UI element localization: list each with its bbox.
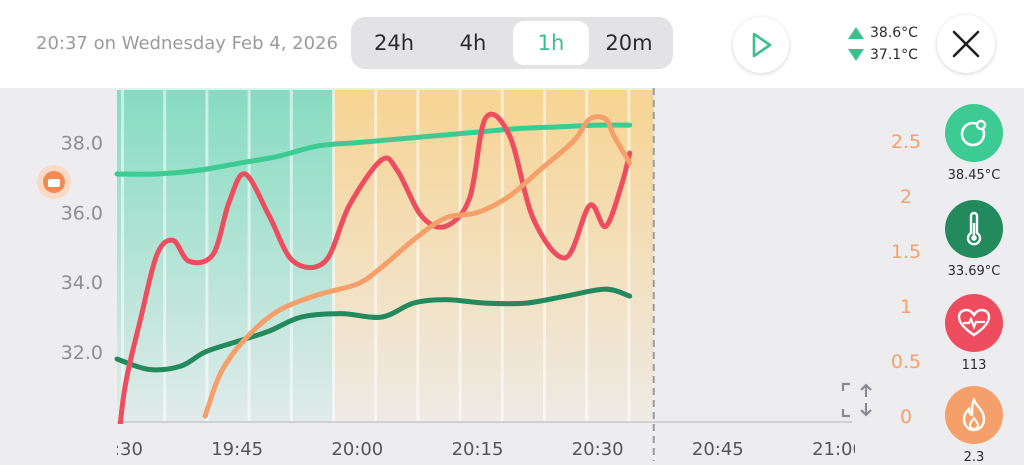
flame-icon[interactable] — [945, 386, 1003, 444]
expand-icon[interactable] — [840, 381, 876, 419]
video-camera-icon — [43, 171, 65, 193]
metric-skin-temp: 33.69°C — [944, 200, 1004, 279]
grid-stripe — [163, 90, 167, 422]
y-right-tick: 2 — [900, 186, 912, 208]
play-button[interactable] — [733, 17, 789, 73]
temperature-range: 38.6°C 37.1°C — [848, 22, 918, 66]
sleep-cycle-icon[interactable] — [945, 104, 1003, 162]
y-left-tick: 36.0 — [61, 202, 103, 224]
y-right-tick: 0.5 — [891, 351, 921, 373]
x-tick: 20:45 — [692, 439, 744, 460]
thermometer-icon[interactable] — [945, 200, 1003, 258]
x-tick: 21:00 — [812, 439, 864, 460]
video-marker-button[interactable] — [37, 165, 71, 199]
grid-stripe — [500, 90, 504, 422]
grid-stripe — [585, 90, 589, 422]
range-tab-24h[interactable]: 24h — [373, 31, 415, 55]
y-left-tick: 38.0 — [61, 133, 103, 155]
heart-rate-icon[interactable] — [945, 294, 1003, 352]
grid-stripe — [247, 90, 251, 422]
series-line-3 — [202, 114, 633, 419]
time-series-chart: 32.0 34.0 36.0 38.0 0 0.5 1 1.5 2 2.5 19:30 19:45… — [61, 88, 921, 461]
x-tick: 19:45 — [211, 439, 263, 460]
close-button[interactable] — [937, 15, 995, 73]
metric-value: 2.3 — [963, 450, 985, 465]
grid-stripe — [121, 90, 124, 422]
arrow-up-icon — [848, 27, 864, 39]
play-icon — [752, 32, 772, 58]
grid-stripe — [374, 90, 378, 422]
x-tick: 20:00 — [331, 439, 383, 460]
metric-value: 113 — [961, 358, 987, 373]
zone-sleep — [117, 90, 334, 422]
temp-low: 37.1°C — [870, 47, 918, 63]
metric-sleep-cycle: 38.45°C — [944, 104, 1004, 183]
range-tab-4h[interactable]: 4h — [459, 31, 487, 55]
metric-heart-rate: 113 — [944, 294, 1004, 373]
close-icon — [952, 30, 980, 58]
grid-stripe — [543, 90, 546, 422]
grid-stripe — [458, 90, 462, 422]
time-range-selector: 24h 4h 1h 20m — [351, 17, 673, 69]
grid-stripe — [332, 90, 335, 422]
series-line-2 — [117, 111, 633, 424]
metric-calories: 2.3 — [944, 386, 1004, 465]
metric-value: 38.45°C — [947, 168, 1001, 183]
y-right-tick: 0 — [900, 406, 912, 428]
top-bar: 20:37 on Wednesday Feb 4, 2026 24h 4h 1h… — [0, 0, 1024, 88]
grid-stripe — [627, 90, 631, 422]
grid-stripe — [205, 90, 209, 422]
zone-active — [333, 90, 654, 422]
x-tick: 20:30 — [572, 439, 624, 460]
series-line-1 — [114, 286, 633, 373]
y-left-tick: 34.0 — [61, 272, 103, 294]
x-tick: 19:30 — [91, 439, 143, 460]
metric-value: 33.69°C — [947, 264, 1001, 279]
grid-stripe — [416, 90, 420, 422]
timestamp: 20:37 on Wednesday Feb 4, 2026 — [36, 33, 338, 54]
x-tick: 20:15 — [452, 439, 504, 460]
y-right-tick: 1.5 — [891, 241, 921, 263]
y-right-tick: 1 — [900, 296, 912, 318]
y-left-tick: 32.0 — [61, 342, 103, 364]
range-tab-1h[interactable]: 1h — [513, 21, 589, 65]
series-line-0 — [114, 122, 633, 177]
range-tab-20m[interactable]: 20m — [605, 31, 653, 55]
y-right-tick: 2.5 — [891, 131, 921, 153]
temp-high: 38.6°C — [870, 25, 918, 41]
arrow-down-icon — [848, 49, 864, 61]
